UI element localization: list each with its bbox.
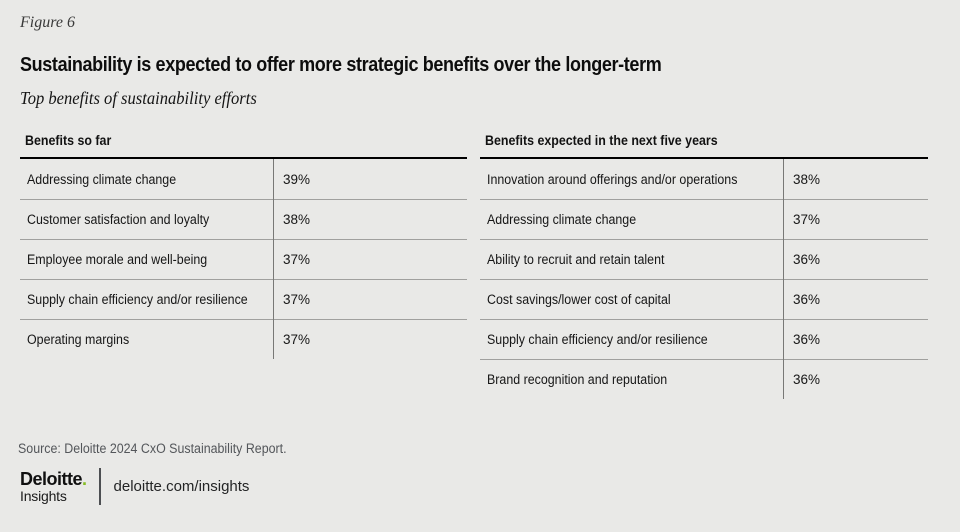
benefit-value: 39% — [283, 171, 311, 187]
benefit-label-cell: Cost savings/lower cost of capital — [480, 292, 783, 307]
benefit-label-cell: Brand recognition and reputation — [480, 372, 783, 387]
benefit-label-cell: Employee morale and well-being — [20, 252, 273, 267]
table-row: Supply chain efficiency and/or resilienc… — [480, 319, 928, 359]
table-row: Operating margins 37% — [20, 319, 467, 359]
benefit-label-cell: Customer satisfaction and loyalty — [20, 212, 273, 227]
table-row: Customer satisfaction and loyalty 38% — [20, 199, 467, 239]
table-header-text: Benefits so far — [25, 133, 112, 148]
benefit-label: Employee morale and well-being — [27, 252, 208, 267]
benefit-value-cell: 37% — [273, 292, 467, 307]
benefit-label: Addressing climate change — [27, 171, 177, 187]
benefit-label: Supply chain efficiency and/or resilienc… — [487, 332, 708, 347]
benefit-value-cell: 36% — [783, 252, 928, 267]
table-row: Innovation around offerings and/or opera… — [480, 159, 928, 199]
footer-url[interactable]: deloitte.com/insights — [113, 478, 250, 495]
benefit-label-cell: Ability to recruit and retain talent — [480, 252, 783, 267]
figure-subtitle-text: Top benefits of sustainability efforts — [20, 88, 257, 108]
benefit-value: 36% — [793, 252, 821, 267]
benefit-value-cell: 36% — [783, 372, 928, 387]
table-row: Ability to recruit and retain talent 36% — [480, 239, 928, 279]
benefit-value: 37% — [793, 212, 821, 227]
deloitte-insights-logo: Deloitte. Insights — [20, 470, 87, 503]
benefit-label: Supply chain efficiency and/or resilienc… — [27, 292, 248, 307]
benefit-value: 38% — [283, 212, 311, 227]
benefit-label-cell: Supply chain efficiency and/or resilienc… — [20, 292, 273, 307]
table-row: Employee morale and well-being 37% — [20, 239, 467, 279]
benefit-value-cell: 38% — [783, 172, 928, 187]
table-benefits-expected: Benefits expected in the next five years… — [480, 131, 928, 399]
table-rows: Innovation around offerings and/or opera… — [480, 159, 928, 399]
footer: Deloitte. Insights deloitte.com/insights — [20, 468, 249, 505]
benefit-value-cell: 39% — [273, 172, 467, 187]
benefit-value: 37% — [283, 252, 311, 267]
table-row: Addressing climate change 39% — [20, 159, 467, 199]
footer-divider — [98, 468, 101, 505]
benefit-label-cell: Operating margins — [20, 332, 273, 347]
column-divider — [783, 159, 784, 399]
benefit-value: 37% — [283, 332, 311, 347]
logo-green-dot-icon: . — [82, 469, 87, 489]
benefit-label: Operating margins — [27, 332, 130, 347]
table-row: Brand recognition and reputation 36% — [480, 359, 928, 399]
benefit-value-cell: 36% — [783, 332, 928, 347]
figure-label: Figure 6 — [20, 14, 75, 31]
benefit-label: Customer satisfaction and loyalty — [27, 212, 210, 227]
benefit-value-cell: 37% — [783, 212, 928, 227]
logo-brand-text: Deloitte — [20, 469, 83, 489]
benefit-value-cell: 38% — [273, 212, 467, 227]
benefit-label-cell: Addressing climate change — [20, 172, 273, 187]
benefit-label: Ability to recruit and retain talent — [487, 252, 665, 267]
table-row: Addressing climate change 37% — [480, 199, 928, 239]
table-rows: Addressing climate change 39% Customer sat… — [20, 159, 467, 359]
benefit-label: Innovation around offerings and/or opera… — [487, 171, 738, 187]
figure-subtitle: Top benefits of sustainability efforts — [20, 88, 277, 109]
table-header: Benefits so far — [20, 131, 467, 159]
benefit-value-cell: 36% — [783, 292, 928, 307]
benefit-label-cell: Innovation around offerings and/or opera… — [480, 172, 783, 187]
column-divider — [273, 159, 274, 359]
table-row: Supply chain efficiency and/or resilienc… — [20, 279, 467, 319]
logo-sub-text: Insights — [20, 488, 67, 504]
benefit-value-cell: 37% — [273, 252, 467, 267]
benefit-value: 37% — [283, 292, 311, 307]
benefit-value: 36% — [793, 292, 821, 307]
benefit-value-cell: 37% — [273, 332, 467, 347]
logo-brand: Deloitte. — [20, 470, 87, 488]
table-header: Benefits expected in the next five years — [480, 131, 928, 159]
benefit-label: Brand recognition and reputation — [487, 372, 668, 387]
source-note: Source: Deloitte 2024 CxO Sustainability… — [18, 441, 310, 456]
benefit-label: Addressing climate change — [487, 212, 637, 227]
benefit-value: 36% — [793, 332, 821, 347]
source-note-text: Source: Deloitte 2024 CxO Sustainability… — [18, 441, 287, 456]
table-row: Cost savings/lower cost of capital 36% — [480, 279, 928, 319]
tables-container: Benefits so far Addressing climate chang… — [20, 131, 928, 399]
figure-title: Sustainability is expected to offer more… — [20, 54, 662, 76]
benefit-label-cell: Supply chain efficiency and/or resilienc… — [480, 332, 783, 347]
table-benefits-so-far: Benefits so far Addressing climate chang… — [20, 131, 467, 399]
benefit-value: 36% — [793, 372, 821, 387]
benefit-label: Cost savings/lower cost of capital — [487, 292, 671, 307]
table-header-text: Benefits expected in the next five years — [485, 133, 718, 148]
benefit-label-cell: Addressing climate change — [480, 212, 783, 227]
benefit-value: 38% — [793, 171, 821, 187]
